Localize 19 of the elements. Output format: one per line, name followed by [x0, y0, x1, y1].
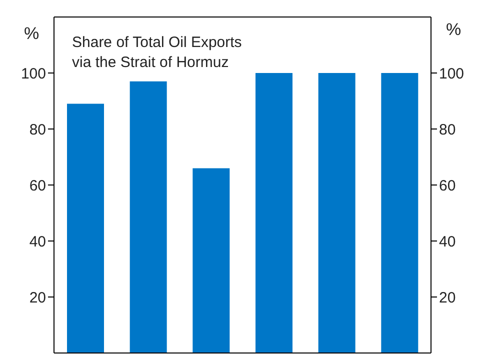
- y2-tick-label: 20: [439, 289, 456, 306]
- y-axis-title: %: [24, 24, 40, 44]
- y2-axis-title: %: [446, 20, 462, 40]
- y2-tick-label: 80: [439, 121, 456, 138]
- bar: [67, 104, 104, 353]
- y-tick-label: 20: [29, 289, 46, 306]
- y2-tick-label: 60: [439, 177, 456, 194]
- y2-tick-label: 100: [439, 65, 464, 82]
- text: Share of Total Oil Exports via the Strait of Hormuz: [72, 33, 242, 73]
- y-tick-label: 60: [29, 177, 46, 194]
- y-tick-label: 40: [29, 233, 46, 250]
- bar: [318, 73, 356, 353]
- y2-tick-label: 40: [439, 233, 456, 250]
- bar: [130, 81, 167, 353]
- y-tick-label: 100: [20, 65, 46, 82]
- y-tick-label: 80: [29, 121, 46, 138]
- bar: [256, 73, 292, 353]
- bar: [192, 168, 230, 353]
- bar: [381, 73, 418, 353]
